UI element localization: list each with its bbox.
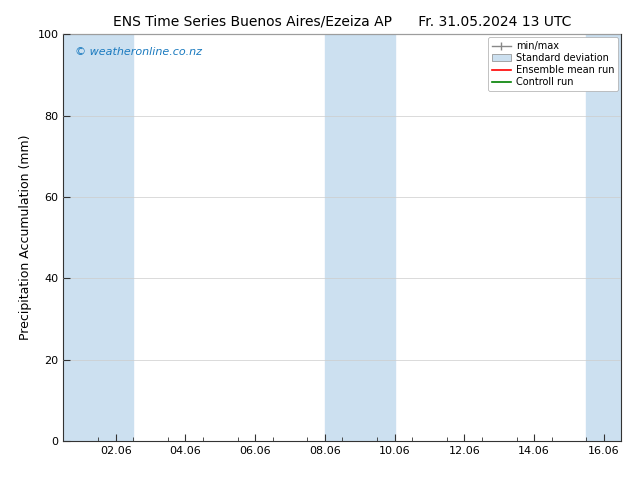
Text: © weatheronline.co.nz: © weatheronline.co.nz xyxy=(75,47,202,56)
Y-axis label: Precipitation Accumulation (mm): Precipitation Accumulation (mm) xyxy=(19,135,32,341)
Bar xyxy=(586,34,621,441)
Bar xyxy=(63,34,133,441)
Title: ENS Time Series Buenos Aires/Ezeiza AP      Fr. 31.05.2024 13 UTC: ENS Time Series Buenos Aires/Ezeiza AP F… xyxy=(113,15,571,29)
Bar xyxy=(325,34,394,441)
Legend: min/max, Standard deviation, Ensemble mean run, Controll run: min/max, Standard deviation, Ensemble me… xyxy=(488,37,618,91)
